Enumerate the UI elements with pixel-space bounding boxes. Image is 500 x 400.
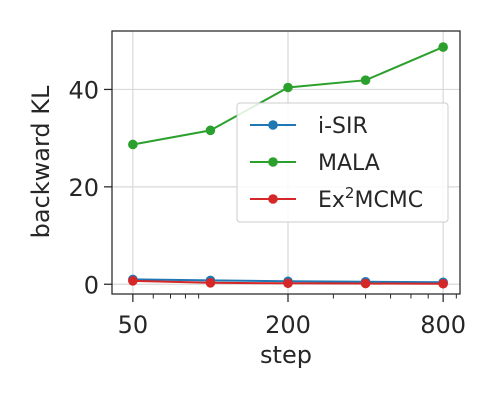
legend: i-SIR MALA Ex2MCMC bbox=[236, 102, 449, 223]
plot-frame bbox=[111, 30, 461, 295]
legend-label: MALA bbox=[318, 151, 380, 176]
data-point bbox=[283, 82, 293, 93]
y-tick-label: 20 bbox=[68, 174, 99, 202]
data-point bbox=[283, 278, 293, 289]
legend-entry: Ex2MCMC bbox=[250, 184, 423, 213]
x-tick-label: 50 bbox=[118, 311, 149, 339]
y-tick-label: 40 bbox=[68, 76, 99, 104]
data-point bbox=[128, 276, 138, 286]
data-point bbox=[360, 75, 371, 85]
y-tick-label: 0 bbox=[84, 271, 99, 299]
data-point bbox=[360, 278, 371, 289]
legend-marker bbox=[268, 194, 278, 204]
y-axis: 0 20 40 bbox=[68, 76, 112, 299]
legend-box bbox=[236, 102, 449, 223]
x-tick-label: 800 bbox=[420, 311, 466, 339]
legend-entry: MALA bbox=[250, 151, 380, 176]
legend-label: i-SIR bbox=[318, 114, 368, 139]
data-point bbox=[205, 125, 216, 136]
legend-marker bbox=[268, 120, 278, 130]
series bbox=[128, 42, 448, 150]
data-point bbox=[128, 139, 138, 150]
y-axis-title: backward KL bbox=[27, 85, 55, 238]
data-point bbox=[205, 277, 216, 288]
x-axis-title: step bbox=[260, 341, 312, 369]
legend-marker bbox=[268, 157, 278, 167]
x-axis: 50 200 800 bbox=[118, 294, 466, 339]
series-layer bbox=[128, 42, 448, 289]
x-tick-label: 200 bbox=[265, 311, 311, 339]
legend-label: Ex2MCMC bbox=[318, 184, 423, 213]
data-point bbox=[438, 278, 448, 289]
data-point bbox=[438, 42, 448, 52]
series bbox=[128, 276, 448, 289]
legend-entry: i-SIR bbox=[250, 114, 368, 139]
